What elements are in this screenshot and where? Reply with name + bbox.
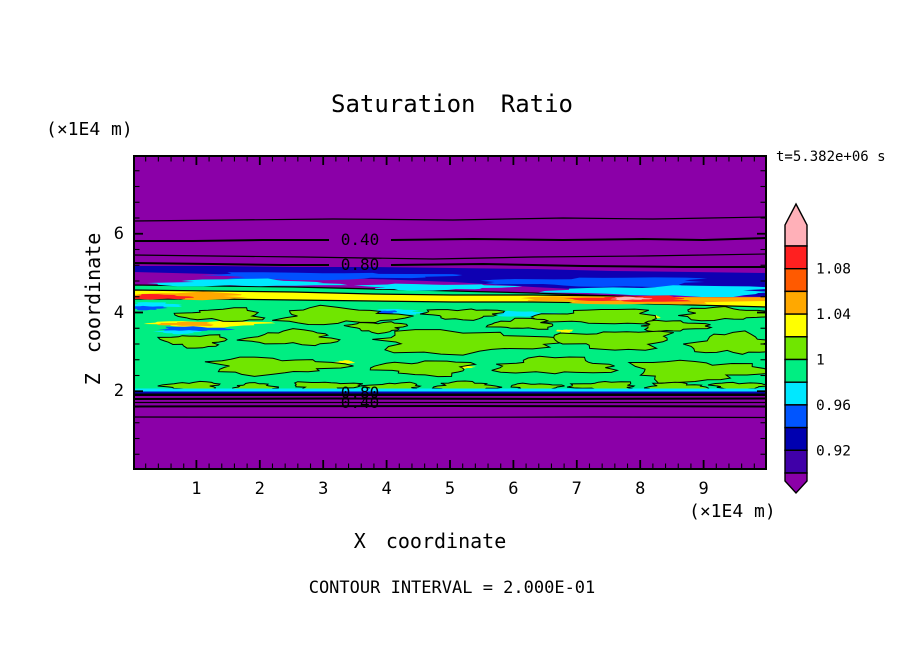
colorbar-segment [784,404,808,429]
supersaturated-patch [343,321,409,335]
contour-line [133,262,329,266]
colorbar-segment [784,336,808,361]
contour-line [390,237,767,242]
field-streak [133,305,168,311]
x-tick-label: 6 [508,479,519,499]
axis-ticks [135,157,765,468]
colorbar-tick-label: 1.08 [816,262,851,278]
contour-line [133,216,767,222]
colorbar-segment [784,381,808,406]
contour-line-label: 0.80 [341,255,380,274]
supersaturated-patch [627,359,767,384]
field-stripe [133,393,767,396]
colorbar-segment [784,426,808,452]
contour-line-label: 0.40 [341,230,380,249]
contour-line [133,239,329,242]
plot-border [133,155,767,470]
supersaturated-patch [236,328,341,347]
x-tick-label: 2 [254,479,265,499]
supersaturated-patch [204,356,354,377]
contour-interval-label: CONTOUR INTERVAL = 2.000E-01 [308,578,596,598]
x-tick-label: 1 [191,479,202,499]
contour-line [133,416,767,419]
colorbar-tick-label: 1.04 [816,307,851,323]
field-streak [353,283,523,291]
supersaturated-patch [530,308,665,325]
x-tick-label: 8 [635,479,646,499]
colorbar-segment [784,267,808,293]
field-streak [152,330,203,335]
colorbar-tick-label: 1 [816,353,825,369]
colorbar: 1.08 1.04 1 0.96 0.92 [784,202,851,495]
x-tick-label: 7 [571,479,582,499]
field-streak [157,326,236,332]
y-tick-label: 4 [113,302,124,323]
colorbar-over-arrow [784,202,808,247]
field-streak [133,302,183,308]
colorbar-segment [784,449,808,474]
supersaturated-patch [369,360,478,378]
time-annotation: t=5.382e+06 s [776,149,886,165]
supersaturated-patch [640,319,713,333]
colorbar-segment [784,245,808,270]
y-tick-label: 6 [113,223,124,244]
x-axis-title: X coordinate [353,529,507,553]
colorbar-tick-label: 0.96 [816,398,851,414]
field-streak [200,272,463,281]
chart-title: Saturation Ratio [331,90,573,118]
x-tick-label: 3 [318,479,329,499]
colorbar-under-arrow [784,472,808,495]
contour-line [133,404,767,408]
field-stripe [133,391,767,394]
colorbar-tick-label: 0.92 [816,443,851,459]
supersaturated-patch [683,330,767,355]
supersaturated-patch [485,317,554,330]
supersaturated-patch [419,308,506,321]
supersaturated-patch [156,334,228,349]
x-tick-label: 5 [444,479,456,499]
contour-plot-area: 0.400.800.800.40 [133,155,767,470]
supersaturated-patch [372,329,574,356]
field-streak [538,285,767,297]
field-streak [146,278,348,287]
colorbar-segment [784,313,808,338]
x-axis-unit-label: (×1E4 m) [689,501,776,522]
x-tick-label: 4 [381,479,392,499]
y-axis-unit-label: (×1E4 m) [46,119,133,140]
contour-line [390,262,767,268]
supersaturated-patch [173,307,266,322]
contour-line [133,397,767,401]
field-streak [610,296,653,301]
saturation-field: 0.400.800.800.40 [133,155,767,470]
y-tick-label: 2 [113,381,124,402]
x-tick-label: 9 [698,479,709,499]
field-streak [156,321,214,327]
contour-line [133,253,767,260]
field-streak [133,294,194,300]
field-stripe [133,388,767,392]
colorbar-segment [784,290,808,315]
field-streak [555,329,574,333]
field-streak [480,277,708,288]
contour-line-label: 0.40 [341,393,380,412]
colorbar-segment [784,358,808,383]
supersaturated-patch [553,330,674,351]
supersaturated-patch [491,355,620,375]
supersaturated-patch [678,305,767,322]
contour-line-label: 0.80 [341,383,380,402]
